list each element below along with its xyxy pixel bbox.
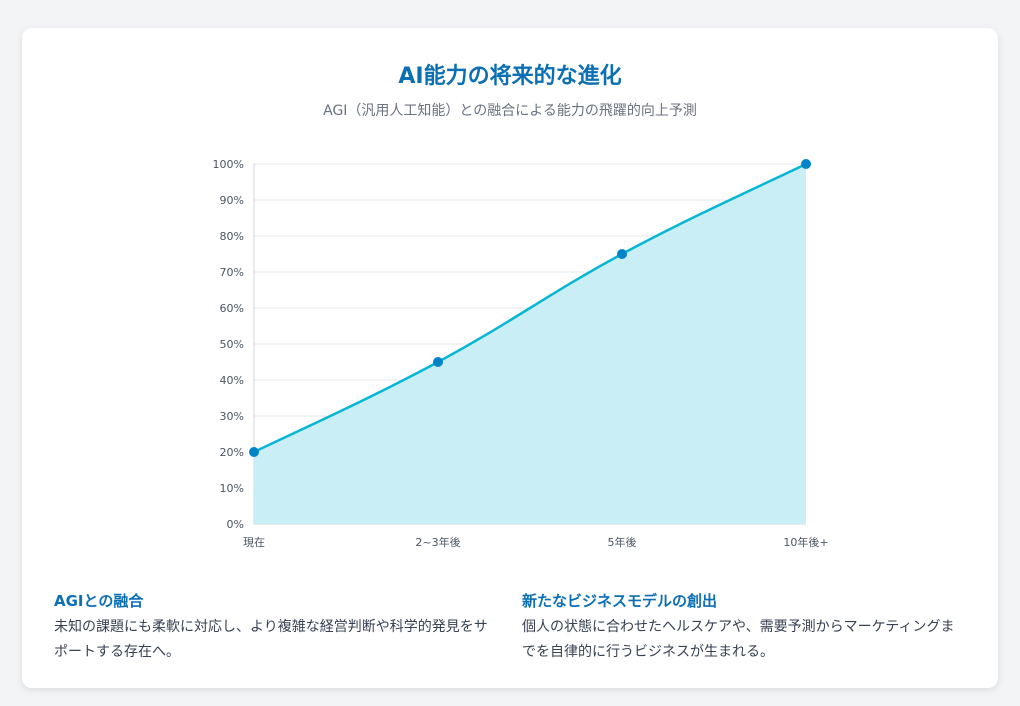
y-tick-label: 20% xyxy=(220,446,244,459)
page-title: AI能力の将来的な進化 xyxy=(398,64,622,89)
x-tick-label: 10年後+ xyxy=(783,535,828,549)
y-tick-label: 90% xyxy=(220,194,244,207)
y-tick-label: 100% xyxy=(213,158,244,171)
y-tick-label: 40% xyxy=(220,374,244,387)
section-agi: AGIとの融合 未知の課題にも柔軟に対応し、より複雑な経営判断や科学的発見をサポ… xyxy=(54,590,494,665)
y-tick-label: 50% xyxy=(220,338,244,351)
section-body: 個人の状態に合わせたヘルスケアや、需要予測からマーケティングまでを自律的に行うビ… xyxy=(522,619,955,660)
data-point xyxy=(433,357,443,367)
section-body: 未知の課題にも柔軟に対応し、より複雑な経営判断や科学的発見をサポートする存在へ。 xyxy=(54,619,488,660)
x-tick-label: 2~3年後 xyxy=(415,535,460,549)
data-point xyxy=(801,159,811,169)
x-tick-label: 5年後 xyxy=(608,535,637,549)
y-tick-label: 60% xyxy=(220,302,244,315)
data-point xyxy=(617,249,627,259)
y-tick-label: 30% xyxy=(220,410,244,423)
section-heading: AGIとの融合 xyxy=(54,592,144,610)
y-tick-label: 70% xyxy=(220,266,244,279)
y-tick-label: 0% xyxy=(227,518,244,531)
section-business: 新たなビジネスモデルの創出 個人の状態に合わせたヘルスケアや、需要予測からマーケ… xyxy=(522,590,962,665)
y-tick-label: 10% xyxy=(220,482,244,495)
data-point xyxy=(249,447,259,457)
capability-chart: 0% 10% 20% 30% 40% 50% 60% 70% 80% 90% 100% 現在 2~3年後… xyxy=(213,158,829,549)
card: AI能力の将来的な進化 AGI（汎用人工知能）との融合による能力の飛躍的向上予測… xyxy=(22,28,998,688)
series-area xyxy=(254,164,806,524)
x-tick-label: 現在 xyxy=(243,536,265,549)
y-tick-label: 80% xyxy=(220,230,244,243)
section-heading: 新たなビジネスモデルの創出 xyxy=(522,592,718,610)
page-subtitle: AGI（汎用人工知能）との融合による能力の飛躍的向上予測 xyxy=(323,103,697,119)
series-line xyxy=(253,162,807,454)
